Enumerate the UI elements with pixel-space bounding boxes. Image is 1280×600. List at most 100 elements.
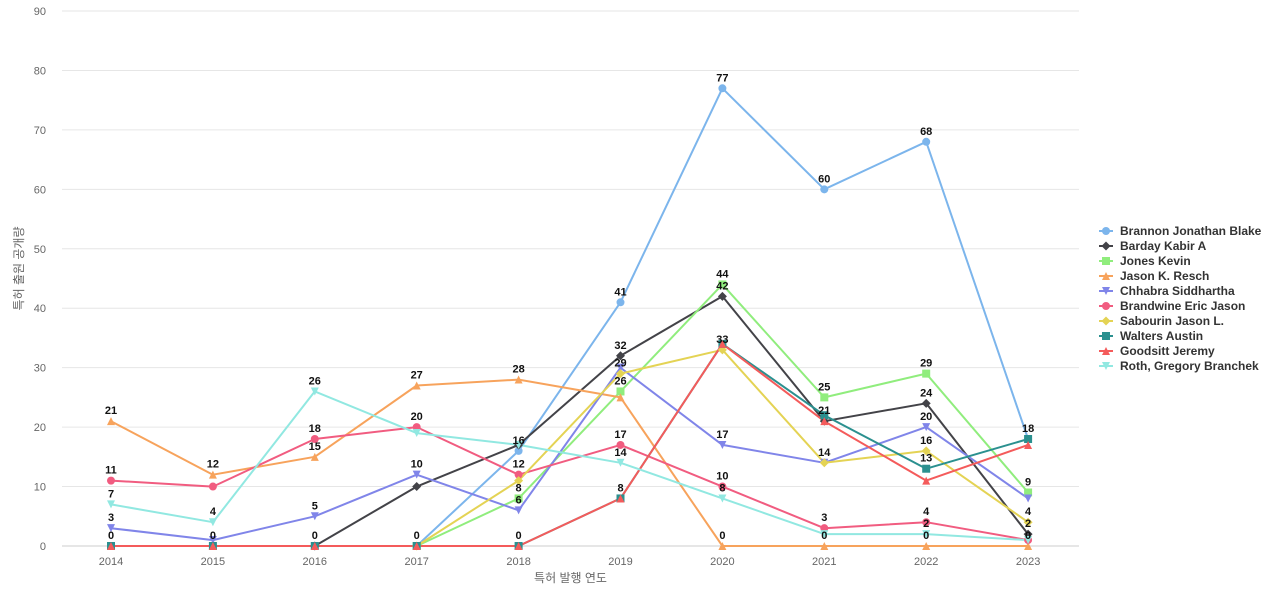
x-tick-label: 2022 xyxy=(914,556,938,568)
series-line xyxy=(110,342,1030,547)
data-label: 8 xyxy=(516,482,522,494)
legend-label: Walters Austin xyxy=(1120,329,1203,343)
data-label: 17 xyxy=(614,429,626,441)
data-label: 12 xyxy=(207,459,219,471)
data-point xyxy=(922,518,931,527)
data-label: 16 xyxy=(920,435,932,447)
data-point xyxy=(514,440,523,449)
data-point xyxy=(616,351,625,361)
legend-symbol xyxy=(1102,362,1110,370)
data-label: 32 xyxy=(614,340,626,352)
data-label: 4 xyxy=(923,506,930,518)
data-point xyxy=(820,417,829,426)
y-tick-label: 60 xyxy=(34,184,46,196)
data-label: 0 xyxy=(210,530,216,542)
data-label: 18 xyxy=(309,423,321,435)
data-point xyxy=(208,542,217,550)
data-label: 77 xyxy=(716,72,728,84)
legend-symbol xyxy=(1101,241,1111,251)
legend-item[interactable]: Chhabra Siddhartha xyxy=(1099,284,1235,298)
data-label: 14 xyxy=(818,447,831,459)
data-point xyxy=(922,464,931,473)
data-point xyxy=(922,542,931,550)
data-point xyxy=(514,375,523,384)
legend-item[interactable]: Goodsitt Jeremy xyxy=(1099,344,1215,358)
data-point xyxy=(514,470,523,479)
data-label: 24 xyxy=(920,387,933,399)
data-label: 0 xyxy=(108,530,114,542)
data-point xyxy=(514,446,523,455)
data-point xyxy=(616,393,625,402)
data-label: 0 xyxy=(923,530,929,542)
data-label: 13 xyxy=(920,453,932,465)
legend-item[interactable]: Brannon Jonathan Blake xyxy=(1099,224,1262,238)
data-label: 4 xyxy=(1025,506,1032,518)
legend-item[interactable]: Walters Austin xyxy=(1099,329,1203,343)
data-label: 11 xyxy=(105,465,117,477)
data-point xyxy=(208,470,217,479)
legend-symbol xyxy=(1101,316,1111,326)
data-label: 27 xyxy=(411,370,423,382)
legend-item[interactable]: Barday Kabir A xyxy=(1099,239,1207,253)
series-line xyxy=(110,366,1030,542)
data-point xyxy=(922,423,931,432)
data-label: 25 xyxy=(818,381,830,393)
data-point xyxy=(921,446,931,456)
data-label: 14 xyxy=(614,447,627,459)
data-point xyxy=(1024,536,1033,545)
y-tick-label: 30 xyxy=(34,363,46,375)
series-line xyxy=(110,378,1030,547)
data-point xyxy=(718,440,727,449)
data-label: 26 xyxy=(614,375,626,387)
y-tick-label: 50 xyxy=(34,244,46,256)
legend-label: Chhabra Siddhartha xyxy=(1120,284,1235,298)
data-label: 2 xyxy=(1025,518,1031,530)
legend-item[interactable]: Sabourin Jason L. xyxy=(1099,314,1224,328)
data-point xyxy=(820,530,829,539)
data-label: 6 xyxy=(516,494,522,506)
legend-symbol xyxy=(1102,332,1110,340)
y-tick-label: 80 xyxy=(34,65,46,77)
legend-label: Brandwine Eric Jason xyxy=(1120,299,1245,313)
data-point xyxy=(718,280,727,289)
legend-symbol xyxy=(1102,302,1110,310)
data-label: 2 xyxy=(923,518,929,530)
data-label: 3 xyxy=(821,512,827,524)
data-label: 20 xyxy=(920,411,932,423)
legend-item[interactable]: Jason K. Resch xyxy=(1099,269,1209,283)
data-point xyxy=(718,482,727,491)
data-point xyxy=(1024,488,1033,497)
data-point xyxy=(1023,517,1033,527)
data-label: 29 xyxy=(614,358,626,370)
data-label: 20 xyxy=(411,411,423,423)
data-point xyxy=(208,536,217,545)
data-label: 0 xyxy=(414,530,420,542)
x-tick-label: 2023 xyxy=(1016,556,1040,568)
data-point xyxy=(310,542,319,550)
data-point xyxy=(107,417,115,426)
data-point xyxy=(1024,435,1033,443)
y-tick-label: 90 xyxy=(34,6,46,18)
y-tick-label: 20 xyxy=(34,422,46,434)
data-point xyxy=(514,494,523,503)
data-point xyxy=(819,458,829,468)
x-tick-label: 2021 xyxy=(812,556,836,568)
legend-symbol xyxy=(1102,257,1110,265)
data-label: 7 xyxy=(108,488,114,500)
data-label: 4 xyxy=(210,506,217,518)
data-label: 21 xyxy=(818,405,830,417)
data-label: 28 xyxy=(512,364,524,376)
legend-symbol xyxy=(1102,287,1110,295)
data-label: 12 xyxy=(512,459,524,471)
x-axis-title: 특허 발행 연도 xyxy=(534,570,607,585)
data-point xyxy=(616,369,625,379)
data-label: 0 xyxy=(312,530,318,542)
legend-item[interactable]: Roth, Gregory Branchek xyxy=(1099,359,1259,373)
y-axis-title: 특허 출원 공개량 xyxy=(12,227,26,311)
legend-item[interactable]: Brandwine Eric Jason xyxy=(1099,299,1245,313)
data-label: 10 xyxy=(716,471,728,483)
data-point xyxy=(820,393,829,402)
data-point xyxy=(717,291,727,301)
legend-item[interactable]: Jones Kevin xyxy=(1099,254,1191,268)
